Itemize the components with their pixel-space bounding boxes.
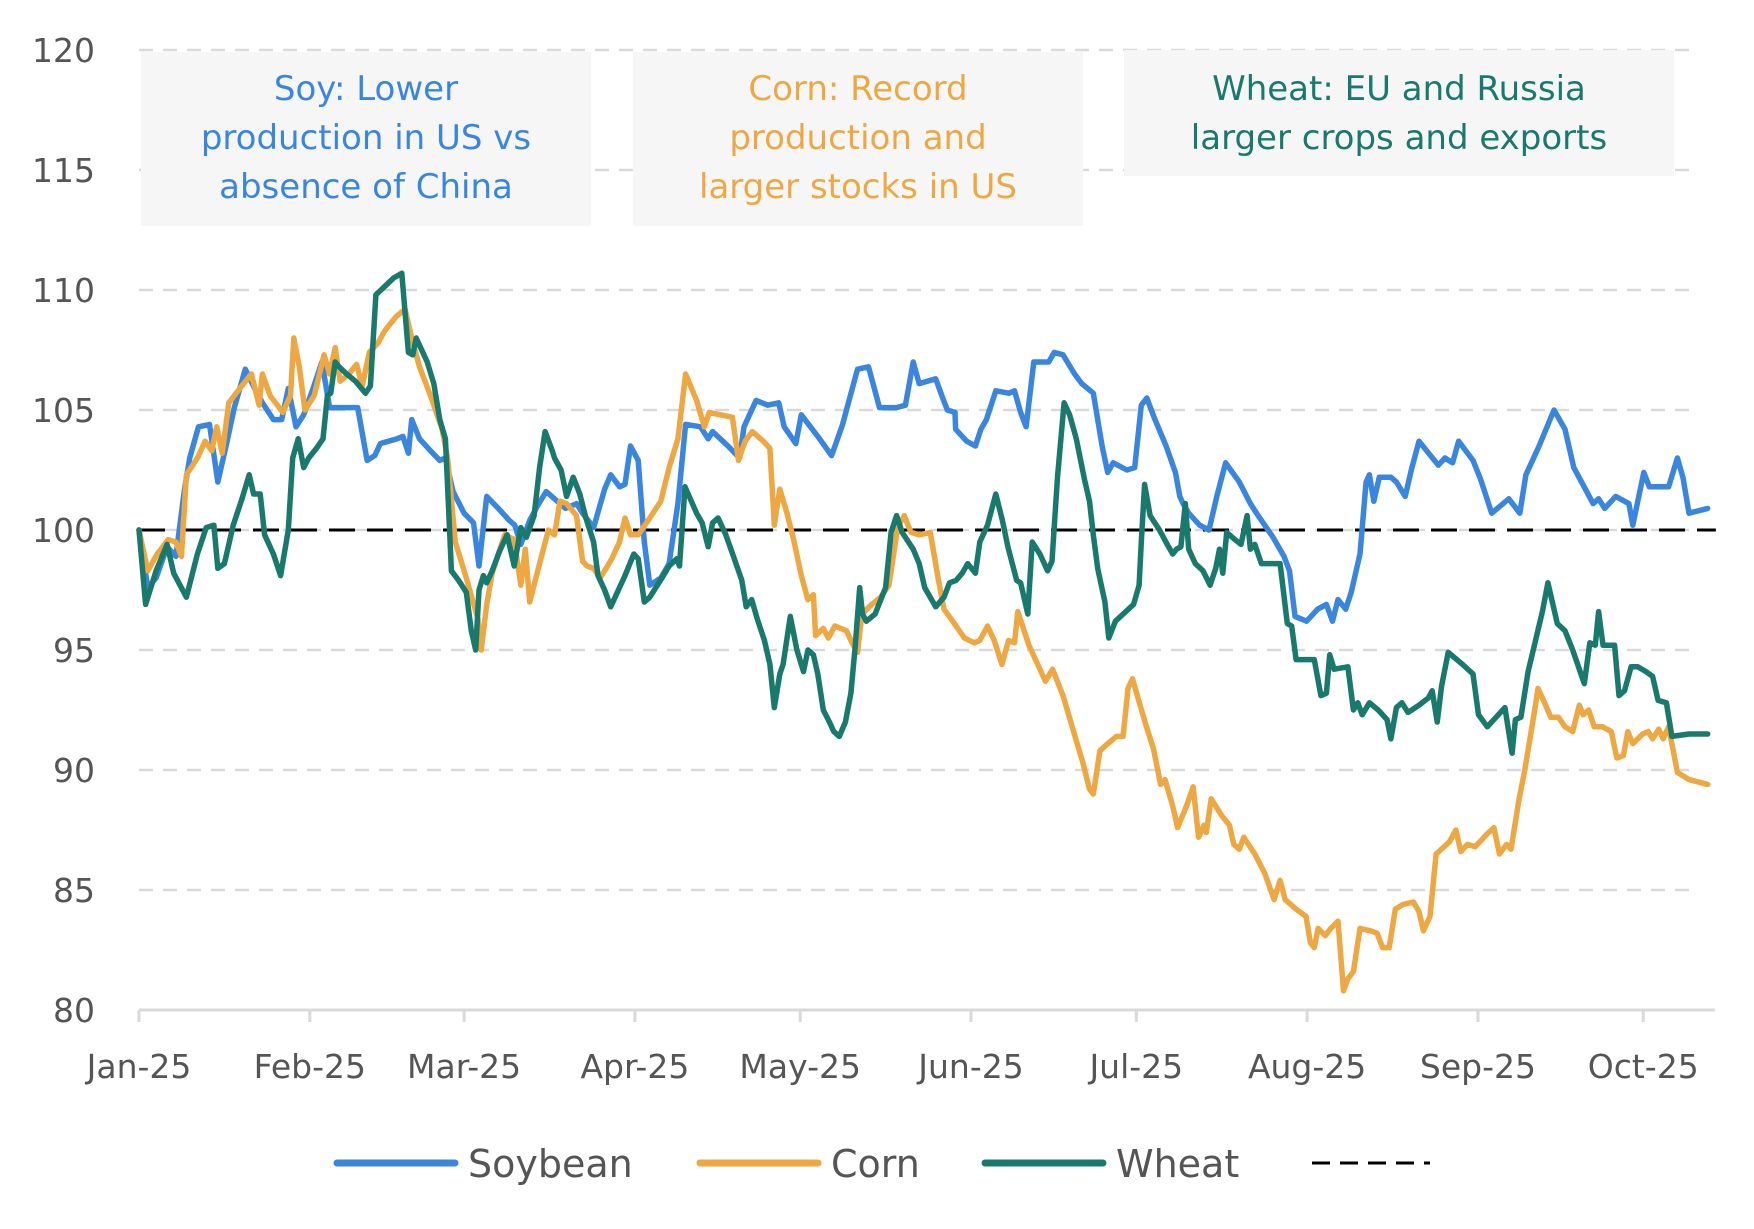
y-tick-label: 100 — [32, 511, 95, 550]
series-line-soybean — [136, 349, 1711, 624]
x-tick-label: Apr-25 — [580, 1047, 689, 1086]
y-tick-label: 90 — [53, 751, 95, 790]
x-tick-label: Oct-25 — [1588, 1047, 1699, 1086]
soy-annotation-box — [141, 52, 591, 226]
legend-item-soybean[interactable]: Soybean — [333, 1142, 633, 1186]
legend-label-corn: Corn — [831, 1142, 920, 1186]
wheat-annotation: Wheat: EU and Russia larger crops and ex… — [1124, 50, 1674, 176]
soy-annotation-line-1: Soy: Lower — [274, 69, 458, 109]
x-tick-label: Jul-25 — [1087, 1047, 1183, 1086]
soy-annotation: Soy: Lower production in US vs absence o… — [141, 52, 591, 226]
y-tick-label: 80 — [53, 991, 95, 1030]
y-tick-label: 115 — [32, 151, 95, 190]
x-tick-label: Sep-25 — [1420, 1047, 1536, 1086]
y-tick-label: 110 — [32, 271, 95, 310]
corn-annotation-line-3: larger stocks in US — [699, 167, 1017, 207]
legend-label-soybean: Soybean — [468, 1142, 633, 1186]
wheat-annotation-line-1: Wheat: EU and Russia — [1212, 69, 1586, 109]
x-axis: Jan-25 Feb-25 Mar-25 Apr-25 May-25 Jun-25 Jul-… — [85, 1008, 1715, 1086]
x-tick-label: Aug-25 — [1248, 1047, 1366, 1086]
y-tick-label: 95 — [53, 631, 95, 670]
x-tick-label: Jan-25 — [85, 1047, 192, 1086]
legend-item-wheat[interactable]: Wheat — [981, 1142, 1239, 1186]
legend-item-corn[interactable]: Corn — [696, 1142, 920, 1186]
series-lines — [136, 270, 1711, 994]
x-tick-label: Mar-25 — [407, 1047, 521, 1086]
annotations: Soy: Lower production in US vs absence o… — [141, 50, 1674, 226]
y-tick-label: 85 — [53, 871, 95, 910]
series-line-wheat — [136, 270, 1711, 756]
soy-annotation-line-3: absence of China — [219, 167, 513, 207]
x-tick-label: Jun-25 — [916, 1047, 1023, 1086]
y-axis: 80 85 90 95 100 105 110 115 120 — [32, 31, 95, 1030]
y-tick-label: 105 — [32, 391, 95, 430]
corn-annotation-line-1: Corn: Record — [748, 69, 967, 109]
soy-annotation-line-2: production in US vs — [201, 118, 531, 158]
wheat-annotation-line-2: larger crops and exports — [1191, 118, 1607, 158]
wheat-annotation-box — [1124, 50, 1674, 176]
corn-annotation-line-2: production and — [729, 118, 986, 158]
legend: Soybean Corn Wheat — [333, 1142, 1430, 1186]
legend-label-wheat: Wheat — [1116, 1142, 1239, 1186]
x-tick-label: May-25 — [739, 1047, 861, 1086]
corn-annotation-box — [633, 52, 1083, 226]
series-line-corn — [136, 306, 1711, 994]
y-tick-label: 120 — [32, 31, 95, 70]
x-tick-label: Feb-25 — [254, 1047, 366, 1086]
corn-annotation: Corn: Record production and larger stock… — [633, 52, 1083, 226]
